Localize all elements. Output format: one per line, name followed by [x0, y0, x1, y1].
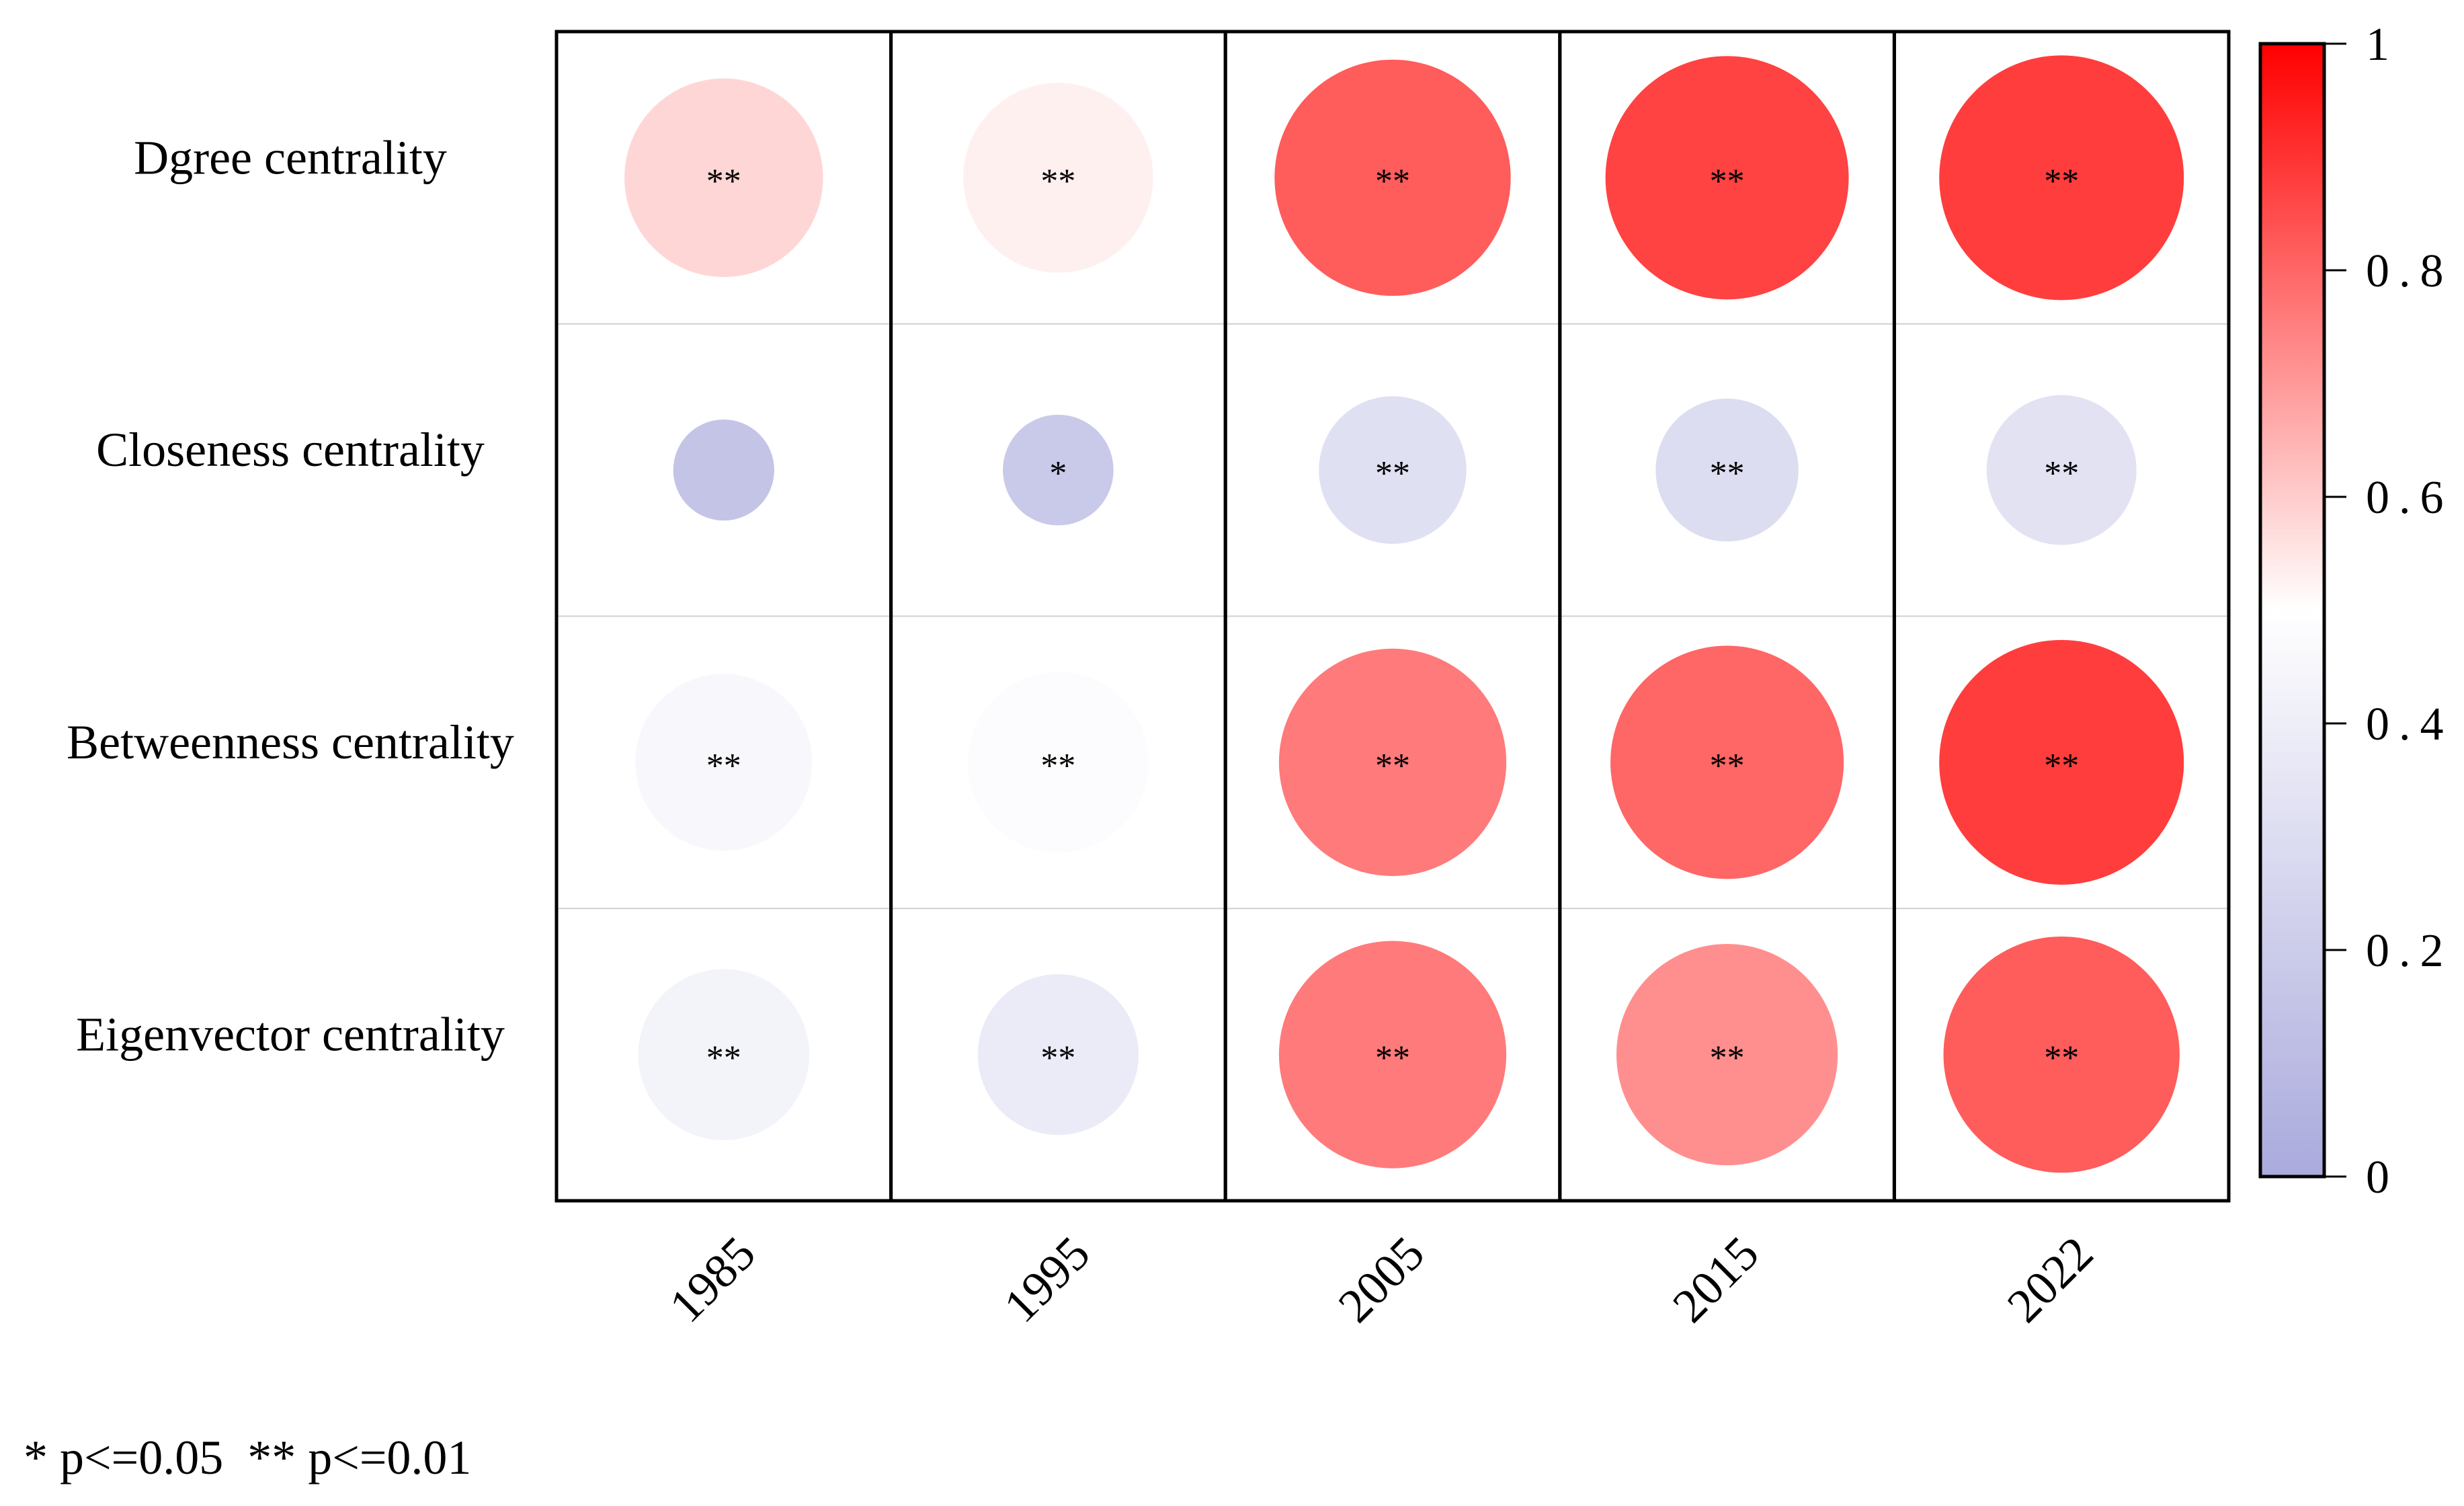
row-label: Eigenvector centrality — [76, 1008, 505, 1062]
colorbar: 0 0.2 0.4 0.6 0.8 1 — [2258, 19, 2453, 1203]
significance-mark: ** — [2044, 162, 2079, 200]
correlation-circle — [967, 672, 1149, 853]
correlation-circle — [1939, 639, 2184, 885]
colorbar-tick-label: 0 — [2366, 1152, 2399, 1203]
cells-layer: ** ** ** ** *** ** ** **** ** ** ** **** ** ** ** ** — [555, 30, 2231, 1203]
row-label: Dgree centrality — [134, 130, 447, 184]
correlation-circle — [638, 969, 810, 1140]
significance-mark: ** — [1375, 162, 1410, 200]
colorbar-gradient — [2258, 42, 2326, 1179]
colorbar-tick-label: 1 — [2366, 19, 2399, 71]
significance-mark: ** — [1375, 1039, 1410, 1078]
correlation-circle — [673, 419, 774, 521]
column-label: 1985 — [659, 1226, 766, 1333]
row-label: Closeness centrality — [96, 423, 485, 477]
significance-mark: ** — [1040, 747, 1075, 785]
significance-mark: ** — [1040, 162, 1075, 200]
significance-mark: ** — [1710, 1039, 1745, 1078]
column-frame — [1892, 30, 2231, 1203]
correlation-circle — [1986, 395, 2137, 545]
correlation-circle — [1319, 396, 1467, 544]
correlation-circle — [1943, 936, 2180, 1173]
column-label: 1995 — [993, 1226, 1100, 1333]
significance-mark: ** — [1710, 454, 1745, 493]
colorbar-tick-label: 0.6 — [2366, 472, 2453, 524]
footnote: * p<=0.05 ** p<=0.01 — [24, 1431, 471, 1484]
significance-mark: ** — [1710, 162, 1745, 200]
column-label: 2005 — [1328, 1226, 1434, 1333]
significance-mark: ** — [1710, 747, 1745, 785]
significance-mark: ** — [2044, 454, 2079, 493]
significance-mark: * — [1049, 454, 1067, 493]
correlation-circle — [1605, 56, 1849, 300]
row-label: Betweenness centrality — [67, 715, 514, 769]
column-label: 2022 — [1997, 1226, 2103, 1333]
correlation-circle — [1616, 944, 1838, 1166]
correlation-circle — [963, 83, 1153, 273]
significance-mark: ** — [2044, 747, 2079, 785]
correlation-circle — [1939, 55, 2184, 301]
significance-mark: ** — [2044, 1039, 2079, 1078]
correlation-circle — [1278, 941, 1507, 1168]
correlation-circle — [624, 78, 823, 278]
colorbar-tick-label: 0.4 — [2366, 699, 2453, 750]
significance-mark: ** — [706, 747, 741, 785]
significance-mark: ** — [706, 1039, 741, 1078]
correlation-circle — [1274, 59, 1511, 296]
correlation-circle — [1278, 648, 1507, 877]
significance-mark: ** — [706, 162, 741, 200]
significance-mark: ** — [1375, 454, 1410, 493]
correlation-circle — [1655, 398, 1799, 542]
correlation-circle — [1003, 414, 1114, 526]
colorbar-tick-label: 0.8 — [2366, 245, 2453, 297]
significance-mark: ** — [1375, 747, 1410, 785]
significance-mark: ** — [1040, 1039, 1075, 1078]
correlation-circle — [977, 974, 1139, 1136]
correlation-circle — [635, 674, 813, 851]
colorbar-tick-label: 0.2 — [2366, 925, 2453, 977]
column-label: 2015 — [1662, 1226, 1768, 1333]
correlation-circle — [1610, 645, 1844, 879]
